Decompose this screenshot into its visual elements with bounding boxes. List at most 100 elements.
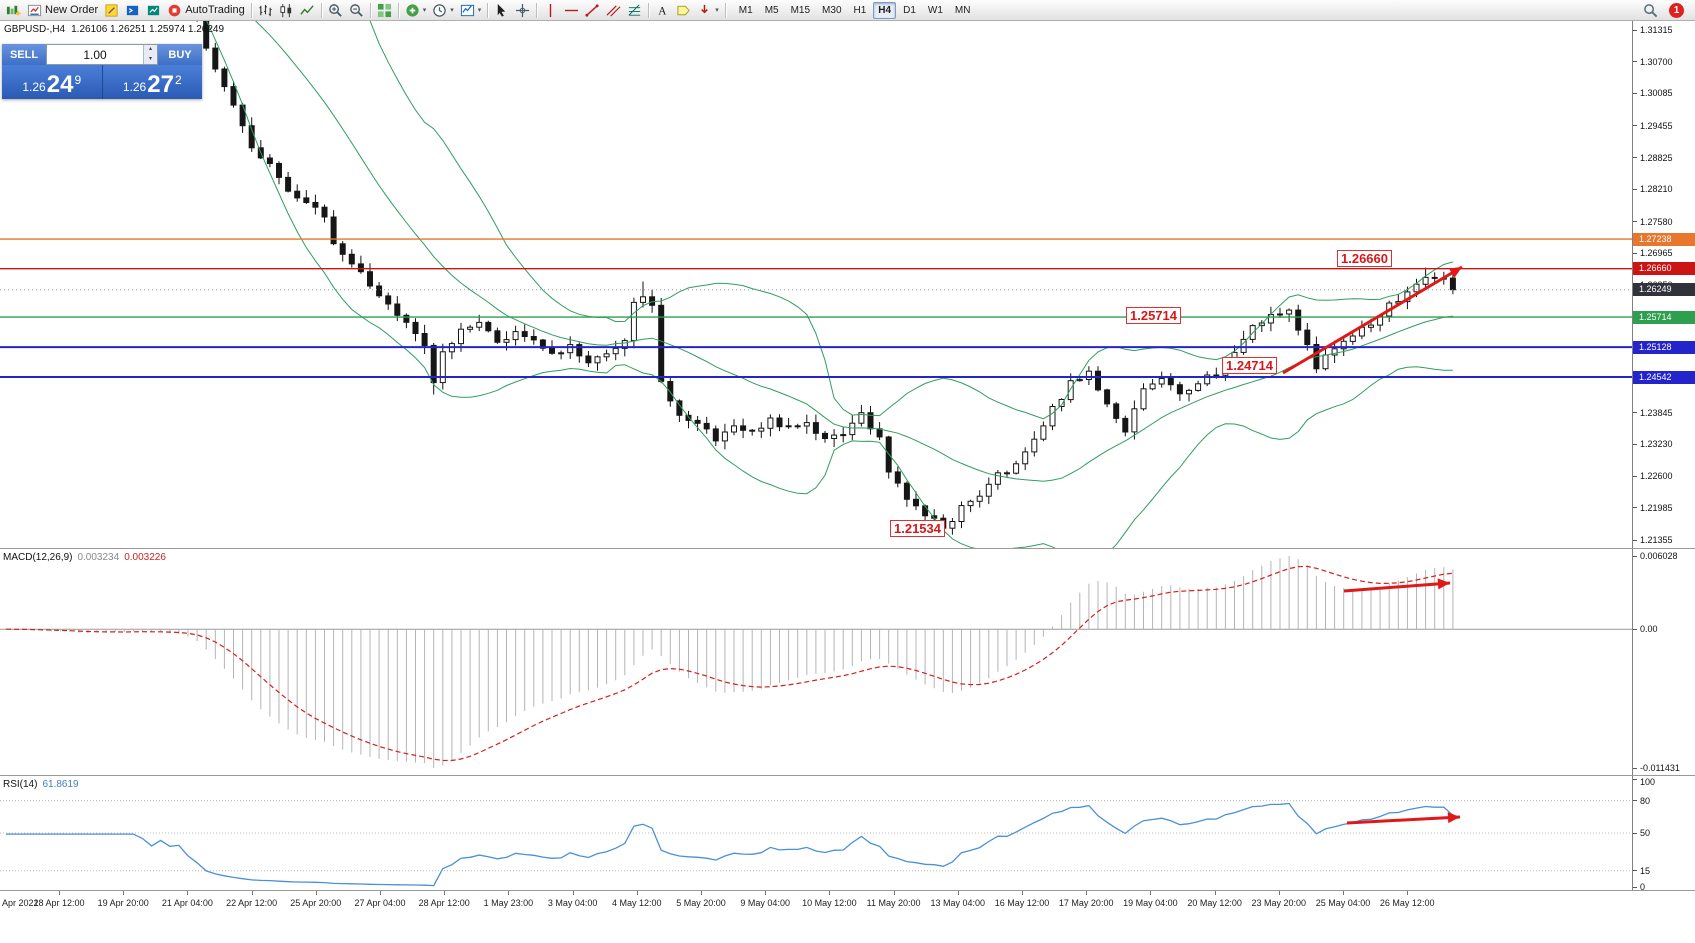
rsi-label: RSI(14) 61.8619	[3, 779, 84, 790]
buy-button[interactable]: BUY	[158, 44, 202, 65]
template-icon	[460, 3, 475, 18]
search-button[interactable]	[1640, 0, 1661, 20]
time-axis-separator[interactable]	[0, 890, 1695, 891]
time-label: 19 Apr 20:00	[97, 898, 149, 908]
metaeditor-button[interactable]	[101, 0, 122, 20]
time-tick	[187, 891, 189, 895]
templates-button[interactable]: ▾	[457, 0, 485, 20]
arrows-button[interactable]: ▾	[694, 0, 722, 20]
volume-spinner: ▴ ▾	[143, 45, 157, 64]
notification-badge[interactable]: 1	[1669, 2, 1684, 18]
sell-button[interactable]: SELL	[2, 44, 46, 65]
current-price-label: 1.26249	[1633, 283, 1695, 297]
macd-tick-label: -0.011431	[1640, 763, 1680, 773]
new-chart-button[interactable]	[3, 0, 24, 20]
rsi-tick	[1633, 832, 1637, 834]
indicators-icon	[405, 3, 420, 18]
time-label: 16 May 12:00	[994, 898, 1050, 908]
timeframe-h4-button[interactable]: H4	[873, 1, 897, 19]
time-tick	[701, 891, 702, 895]
timeframe-mn-button[interactable]: MN	[954, 4, 971, 16]
price-tick-label: 1.22600	[1640, 471, 1673, 482]
zoom-in-button[interactable]	[325, 0, 346, 20]
terminal-button[interactable]	[122, 0, 143, 20]
time-label: 10 May 12:00	[802, 898, 857, 908]
price-tick	[1633, 61, 1637, 63]
time-tick	[893, 891, 895, 895]
channel-button[interactable]	[603, 0, 624, 20]
toolbar-separator	[648, 2, 650, 18]
trendline-button[interactable]	[582, 0, 603, 20]
cursor-button[interactable]	[491, 0, 512, 20]
time-label: 1 May 23:00	[483, 898, 534, 908]
bar-chart-button[interactable]	[255, 0, 276, 20]
time-tick	[1086, 891, 1088, 895]
time-tick	[1278, 891, 1280, 895]
price-tick	[1633, 507, 1637, 509]
price-tick	[1633, 252, 1637, 254]
price-tick	[1633, 475, 1637, 477]
timeframe-w1-button[interactable]: W1	[927, 4, 943, 16]
time-label: 27 Apr 04:00	[354, 898, 406, 908]
tester-icon	[146, 3, 161, 18]
price-tick-label: 1.28825	[1640, 152, 1673, 163]
macd-pane[interactable]	[0, 549, 1632, 775]
price-annotation: 1.24714	[1222, 357, 1277, 374]
time-tick	[380, 891, 381, 895]
timeframe-m30-button[interactable]: M30	[822, 4, 842, 16]
rsi-tick	[1633, 870, 1637, 872]
volume-up-button[interactable]: ▴	[144, 45, 157, 55]
time-label: 26 May 12:00	[1379, 898, 1435, 908]
buy-price-button[interactable]: 1.26 27 2	[101, 65, 202, 99]
volume-field: ▴ ▾	[46, 44, 158, 65]
time-axis[interactable]: Apr 2022 18 Apr 12:00 19 Apr 20:00 21 Apr 0…	[0, 891, 1632, 943]
rsi-tick-label: 80	[1640, 795, 1651, 806]
price-tick-label: 1.30085	[1640, 88, 1673, 99]
candlestick-chart-button[interactable]	[276, 0, 297, 20]
timeframe-m1-button[interactable]: M1	[738, 4, 753, 16]
volume-input[interactable]	[47, 45, 143, 64]
timeframe-m15-button[interactable]: M15	[790, 4, 811, 16]
price-axis[interactable]: 1.31315 1.30700 1.30085 1.29455 1.28825 1.282…	[1632, 21, 1695, 892]
timeframe-m5-button[interactable]: M5	[764, 4, 779, 16]
zoom-out-button[interactable]	[346, 0, 367, 20]
timeframes-toolbar: M1 M5 M15 M30 H1 H4 D1 W1 MN	[733, 1, 977, 19]
timeframe-d1-button[interactable]: D1	[903, 4, 916, 16]
sell-price-big: 24	[46, 71, 74, 98]
vertical-line-button[interactable]	[540, 0, 561, 20]
macd-tick-label: 0.00	[1640, 624, 1658, 635]
price-annotation: 1.25714	[1126, 307, 1181, 324]
autotrading-button[interactable]: AutoTrading	[164, 0, 248, 20]
tile-windows-button[interactable]	[374, 0, 395, 20]
pane-separator-main-macd[interactable]	[0, 548, 1695, 549]
autotrading-button-label: AutoTrading	[185, 4, 245, 16]
price-tick-label: 1.23845	[1640, 407, 1673, 418]
periods-button[interactable]: ▾	[429, 0, 457, 20]
strategy-tester-button[interactable]	[143, 0, 164, 20]
crosshair-button[interactable]	[512, 0, 533, 20]
time-label: 21 Apr 04:00	[161, 898, 213, 908]
timeframe-h1-button[interactable]: H1	[853, 4, 867, 16]
vline-icon	[543, 3, 558, 18]
toolbar-buttons-group: New Order AutoTrading ▾ ▾ ▾ A ▾	[3, 0, 729, 20]
price-tick-label: 1.31315	[1640, 25, 1673, 36]
text-button[interactable]: A	[652, 0, 673, 20]
time-tick	[1214, 891, 1216, 895]
indicators-button[interactable]: ▾	[402, 0, 430, 20]
time-label: 11 May 20:00	[866, 898, 921, 908]
label-button[interactable]	[673, 0, 694, 20]
main-chart[interactable]	[0, 21, 1632, 548]
fibonacci-button[interactable]	[624, 0, 645, 20]
toolbar-right-group: 1	[1640, 0, 1692, 20]
sell-price-button[interactable]: 1.26 24 9	[2, 65, 102, 99]
time-tick	[1022, 891, 1023, 895]
volume-down-button[interactable]: ▾	[144, 54, 157, 64]
line-chart-button[interactable]	[297, 0, 318, 20]
rsi-pane[interactable]	[0, 776, 1632, 890]
pane-separator-macd-rsi[interactable]	[0, 775, 1695, 776]
rsi-tick-label: 50	[1640, 828, 1651, 838]
new-order-button[interactable]: New Order	[24, 0, 101, 20]
horizontal-line-button[interactable]	[561, 0, 582, 20]
time-tick	[829, 891, 831, 895]
bars-icon	[258, 3, 273, 18]
